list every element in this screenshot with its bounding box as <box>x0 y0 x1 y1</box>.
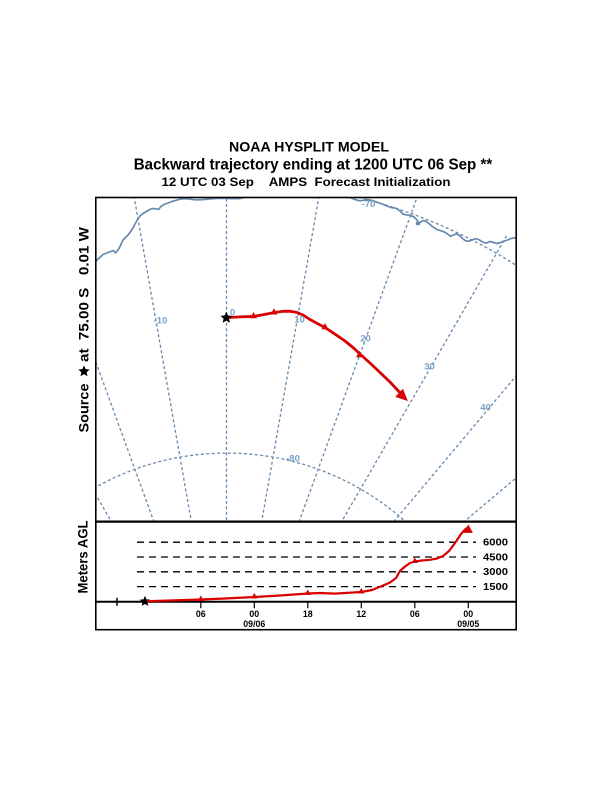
svg-text:40: 40 <box>480 403 491 414</box>
svg-text:10: 10 <box>294 315 305 326</box>
svg-text:4500: 4500 <box>483 552 508 563</box>
svg-text:Meters AGL: Meters AGL <box>76 521 91 594</box>
svg-text:06: 06 <box>196 609 206 619</box>
svg-text:3000: 3000 <box>483 567 508 578</box>
svg-text:09/06: 09/06 <box>243 619 265 629</box>
svg-text:NOAA HYSPLIT MODEL: NOAA HYSPLIT MODEL <box>229 140 389 155</box>
svg-text:-10: -10 <box>154 316 168 327</box>
svg-text:1500: 1500 <box>483 582 508 593</box>
svg-text:20: 20 <box>360 334 371 345</box>
svg-text:12: 12 <box>356 609 366 619</box>
svg-text:at 75.00 S 0.01 W: at 75.00 S 0.01 W <box>77 227 92 362</box>
svg-text:12 UTC 03 Sep AMPS Forecas: 12 UTC 03 Sep AMPS Forecast Initializati… <box>162 175 451 189</box>
svg-text:06: 06 <box>410 609 420 619</box>
svg-text:Backward trajectory ending at: Backward trajectory ending at 1200 UTC 0… <box>134 156 493 173</box>
svg-text:-80: -80 <box>286 454 300 465</box>
svg-text:18: 18 <box>303 609 313 619</box>
svg-text:00: 00 <box>463 609 473 619</box>
svg-text:0: 0 <box>230 308 235 319</box>
svg-text:09/05: 09/05 <box>457 619 479 629</box>
svg-text:Source: Source <box>77 383 92 433</box>
svg-text:6000: 6000 <box>483 538 508 549</box>
svg-text:30: 30 <box>424 362 435 373</box>
svg-text:00: 00 <box>249 609 259 619</box>
svg-text:-70: -70 <box>362 199 376 210</box>
